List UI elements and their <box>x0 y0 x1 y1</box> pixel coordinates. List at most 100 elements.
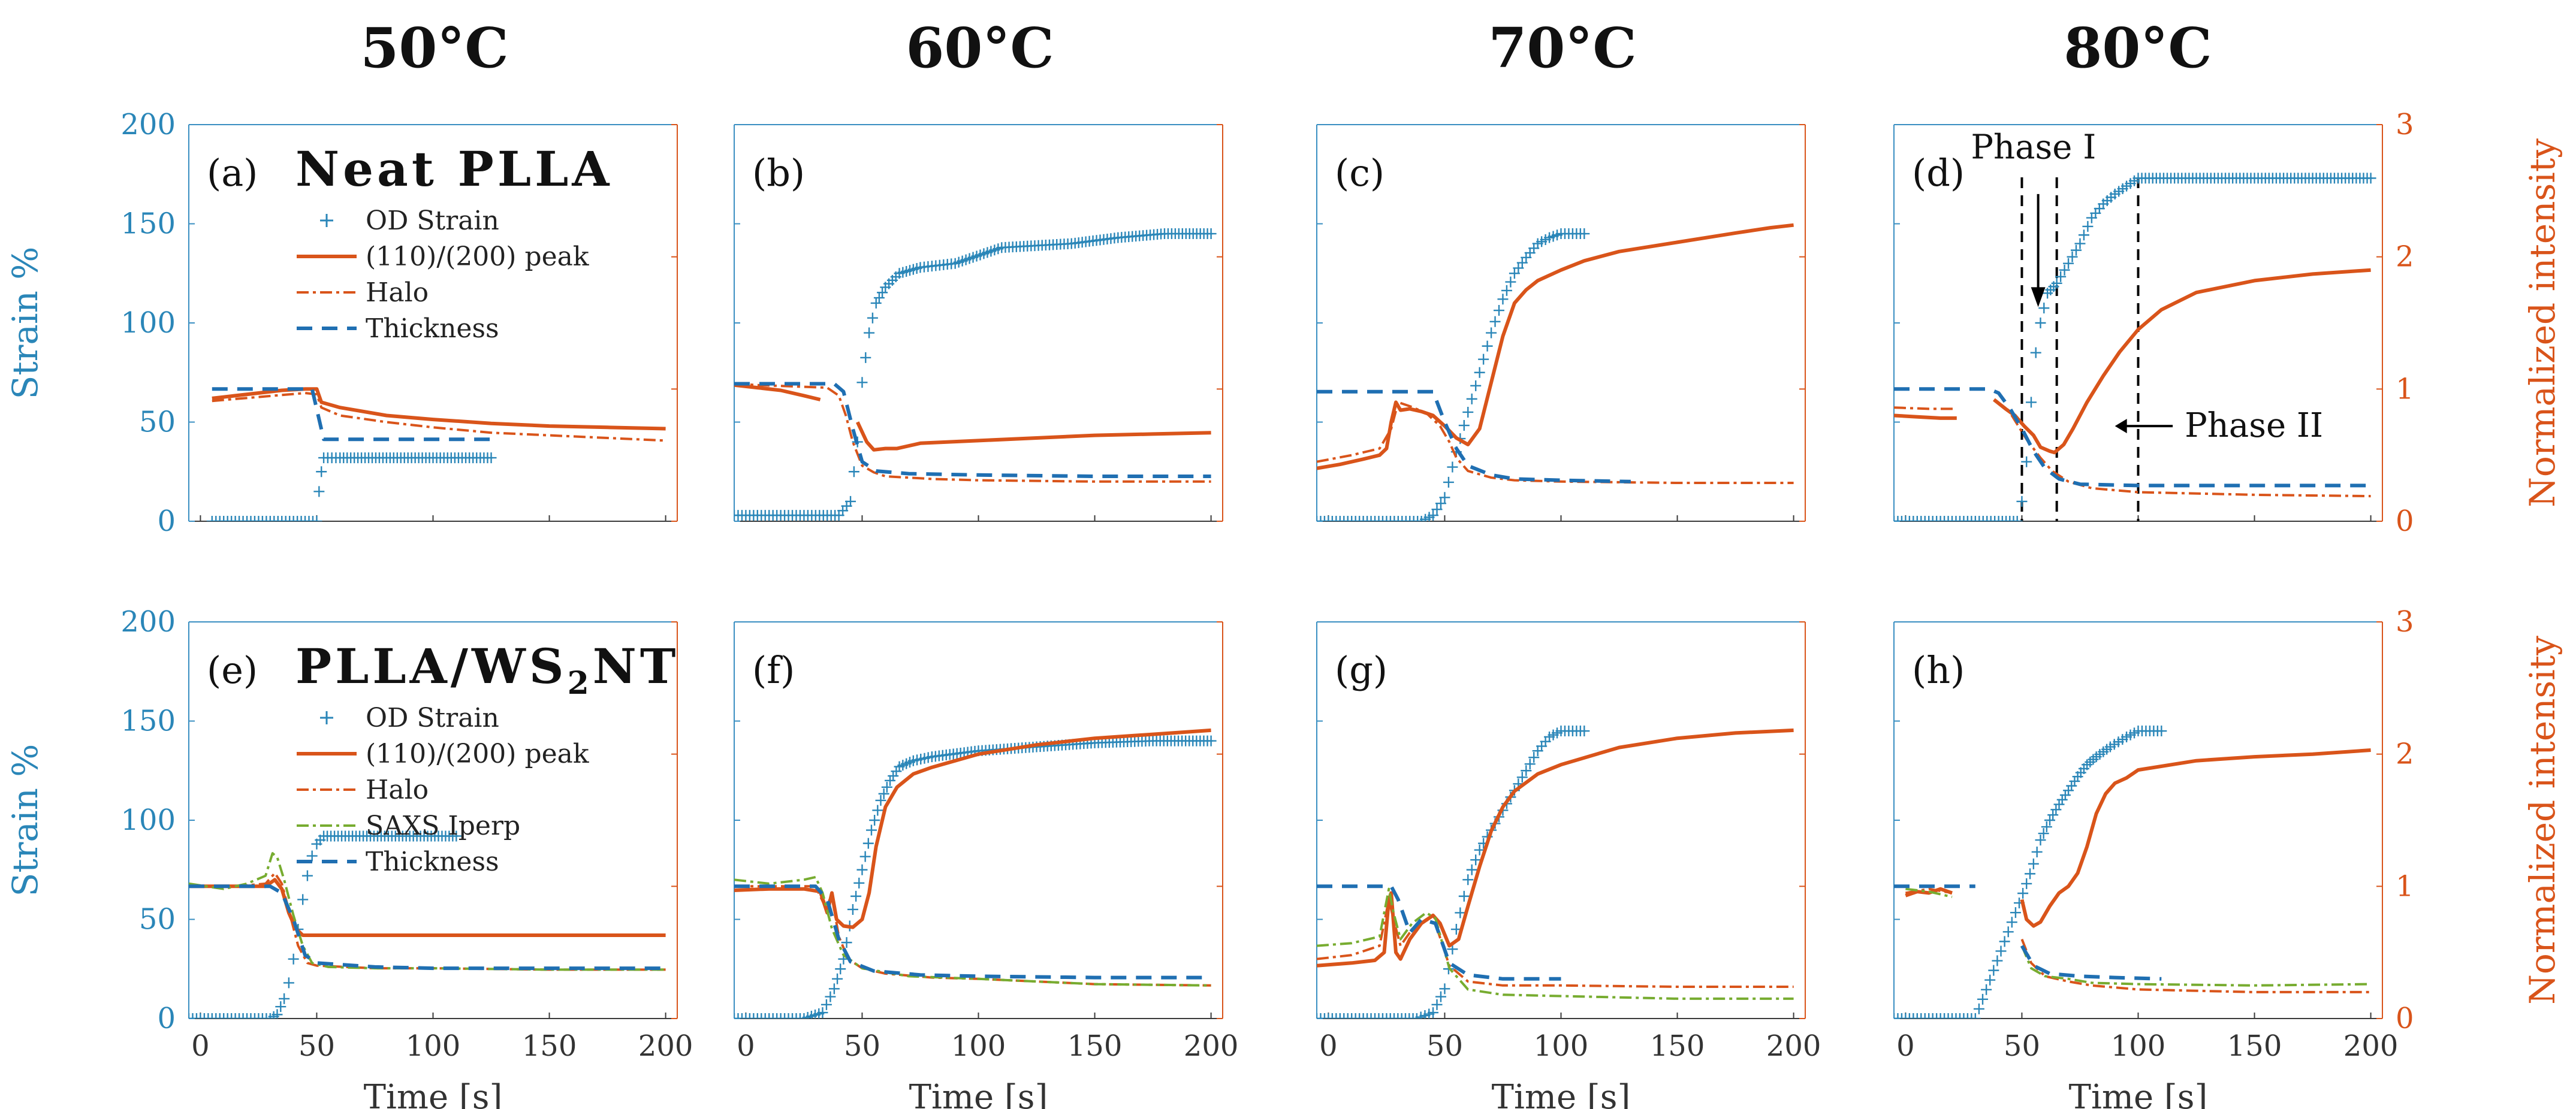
od-strain-marker <box>1404 516 1416 521</box>
intensity-tick-label: 2 <box>2396 738 2414 771</box>
peak-series-line <box>1317 223 1794 470</box>
od-strain-marker <box>1396 1013 1407 1019</box>
panel-title-suffix: NT <box>593 638 680 694</box>
od-strain-marker <box>779 1013 791 1019</box>
od-strain-marker <box>1466 864 1477 875</box>
od-strain-marker <box>1377 1013 1388 1019</box>
peak-series-line <box>734 728 1211 929</box>
od-strain-marker <box>1919 516 1931 521</box>
od-strain-marker <box>2082 220 2094 232</box>
od-strain-marker <box>1407 1013 1419 1019</box>
od-strain-marker <box>1995 945 2007 957</box>
od-strain-marker <box>756 1013 767 1019</box>
strain-tick-label: 0 <box>157 1002 176 1035</box>
od-strain-marker <box>1346 1013 1358 1019</box>
od-strain-marker <box>798 1013 810 1019</box>
od-strain-marker <box>226 516 237 521</box>
peak-series-line <box>855 421 1211 452</box>
peak-series-line <box>734 383 821 401</box>
od-strain-marker <box>1896 516 1907 521</box>
od-strain-marker <box>859 851 871 862</box>
od-strain-marker <box>1389 516 1400 521</box>
od-strain-marker <box>1524 759 1536 770</box>
od-strain-marker <box>1904 1013 1915 1019</box>
od-strain-marker <box>860 352 871 363</box>
od-strain-marker <box>1896 1013 1907 1019</box>
plot-area <box>1894 173 2376 521</box>
od-strain-marker <box>218 516 230 521</box>
od-strain-marker <box>1470 380 1482 391</box>
od-strain-marker <box>1579 726 1590 737</box>
halo-series-line <box>1993 398 2371 498</box>
saxs-series-line <box>1905 887 1953 898</box>
legend-label: Halo <box>366 277 429 308</box>
od-strain-marker <box>206 516 218 521</box>
od-strain-marker <box>264 1013 276 1019</box>
peak-series-line <box>2020 748 2371 928</box>
od-strain-marker <box>284 516 295 521</box>
od-strain-marker <box>2038 303 2050 314</box>
halo-series-line <box>734 885 1211 987</box>
panel-label: (h) <box>1912 648 1965 692</box>
time-tick-label: 50 <box>844 1029 880 1063</box>
od-strain-marker <box>1431 999 1443 1010</box>
time-axis-label: Time [s] <box>909 1078 1048 1109</box>
od-strain-marker <box>2071 244 2082 256</box>
od-strain-marker <box>306 850 318 862</box>
intensity-tick-label: 1 <box>2396 869 2414 903</box>
od-strain-marker <box>794 1013 806 1019</box>
od-strain-marker <box>189 1013 198 1019</box>
od-strain-marker <box>1988 965 1999 976</box>
od-strain-marker <box>875 794 886 806</box>
od-strain-marker <box>862 838 874 849</box>
legend-label: (110)/(200) peak <box>366 241 589 272</box>
od-strain-marker <box>257 1013 268 1019</box>
od-strain-marker <box>264 516 276 521</box>
od-strain-marker <box>1317 1013 1326 1019</box>
plot-area <box>1894 726 2371 1019</box>
od-strain-marker <box>1489 316 1501 327</box>
intensity-tick-label: 0 <box>2396 1002 2414 1035</box>
od-strain-marker <box>237 1013 249 1019</box>
od-strain-marker <box>2078 229 2089 241</box>
od-strain-marker <box>1958 1013 1969 1019</box>
peak-series-line <box>1905 887 1953 898</box>
od-strain-marker <box>1392 516 1404 521</box>
annotation-phase-1: Phase I <box>1971 128 2096 167</box>
intensity-axis-label: Normalized intensity <box>2522 138 2563 507</box>
od-strain-marker <box>1911 1013 1923 1019</box>
od-strain-marker <box>1319 1013 1330 1019</box>
thickness-series-line <box>1894 387 2371 488</box>
od-strain-marker <box>1923 516 1935 521</box>
time-tick-label: 200 <box>2343 1029 2399 1063</box>
od-strain-marker <box>1358 1013 1369 1019</box>
od-strain-marker <box>1494 305 1505 316</box>
panel-b: (b) <box>734 124 1223 522</box>
od-strain-marker <box>1939 516 1950 521</box>
od-strain-marker <box>257 516 268 521</box>
od-strain-marker <box>2051 277 2062 289</box>
od-strain-marker <box>1974 516 1985 521</box>
od-strain-marker <box>1350 516 1361 521</box>
od-strain-marker <box>2031 846 2043 857</box>
time-tick-label: 100 <box>1534 1029 1589 1063</box>
od-strain-marker <box>276 516 288 521</box>
plot-area <box>206 387 666 521</box>
od-strain-marker <box>2038 828 2049 839</box>
od-strain-marker <box>195 1013 206 1019</box>
od-strain-marker <box>1992 955 2003 966</box>
od-strain-marker <box>1370 516 1381 521</box>
od-strain-marker <box>825 991 836 1002</box>
thickness-series-line <box>212 387 491 442</box>
od-strain-marker <box>2025 397 2037 408</box>
od-strain-marker <box>865 824 877 836</box>
od-strain-marker <box>1942 516 1954 521</box>
intensity-axis-label: Normalized intensity <box>2522 636 2563 1005</box>
time-tick-label: 0 <box>1896 1029 1915 1063</box>
od-strain-marker <box>1443 476 1454 488</box>
od-strain-marker <box>1370 1013 1381 1019</box>
od-strain-marker <box>767 1013 779 1019</box>
annotation-arrowhead-phase-1 <box>2031 287 2046 307</box>
od-strain-marker <box>242 516 253 521</box>
